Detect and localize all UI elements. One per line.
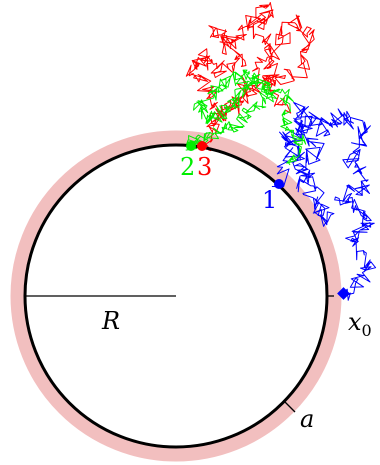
shell-thickness-label: a — [300, 405, 314, 433]
start-point-subscript: 0 — [362, 321, 372, 340]
random-walk-paths — [185, 2, 377, 301]
hit-point-red — [197, 141, 207, 151]
start-point-label: x0 — [348, 308, 372, 340]
red-trajectory — [185, 2, 315, 152]
hit-label-red: 3 — [197, 153, 212, 181]
hit-label-green: 2 — [180, 153, 195, 181]
hit-point-blue — [274, 179, 284, 189]
hit-point-green — [186, 141, 196, 151]
hit-label-blue: 1 — [262, 186, 277, 214]
shell-thickness-tick — [283, 400, 296, 413]
green-trajectory — [185, 69, 307, 166]
start-point-marker — [337, 287, 350, 300]
radius-label: R — [101, 307, 120, 335]
blue-trajectory — [271, 102, 377, 301]
